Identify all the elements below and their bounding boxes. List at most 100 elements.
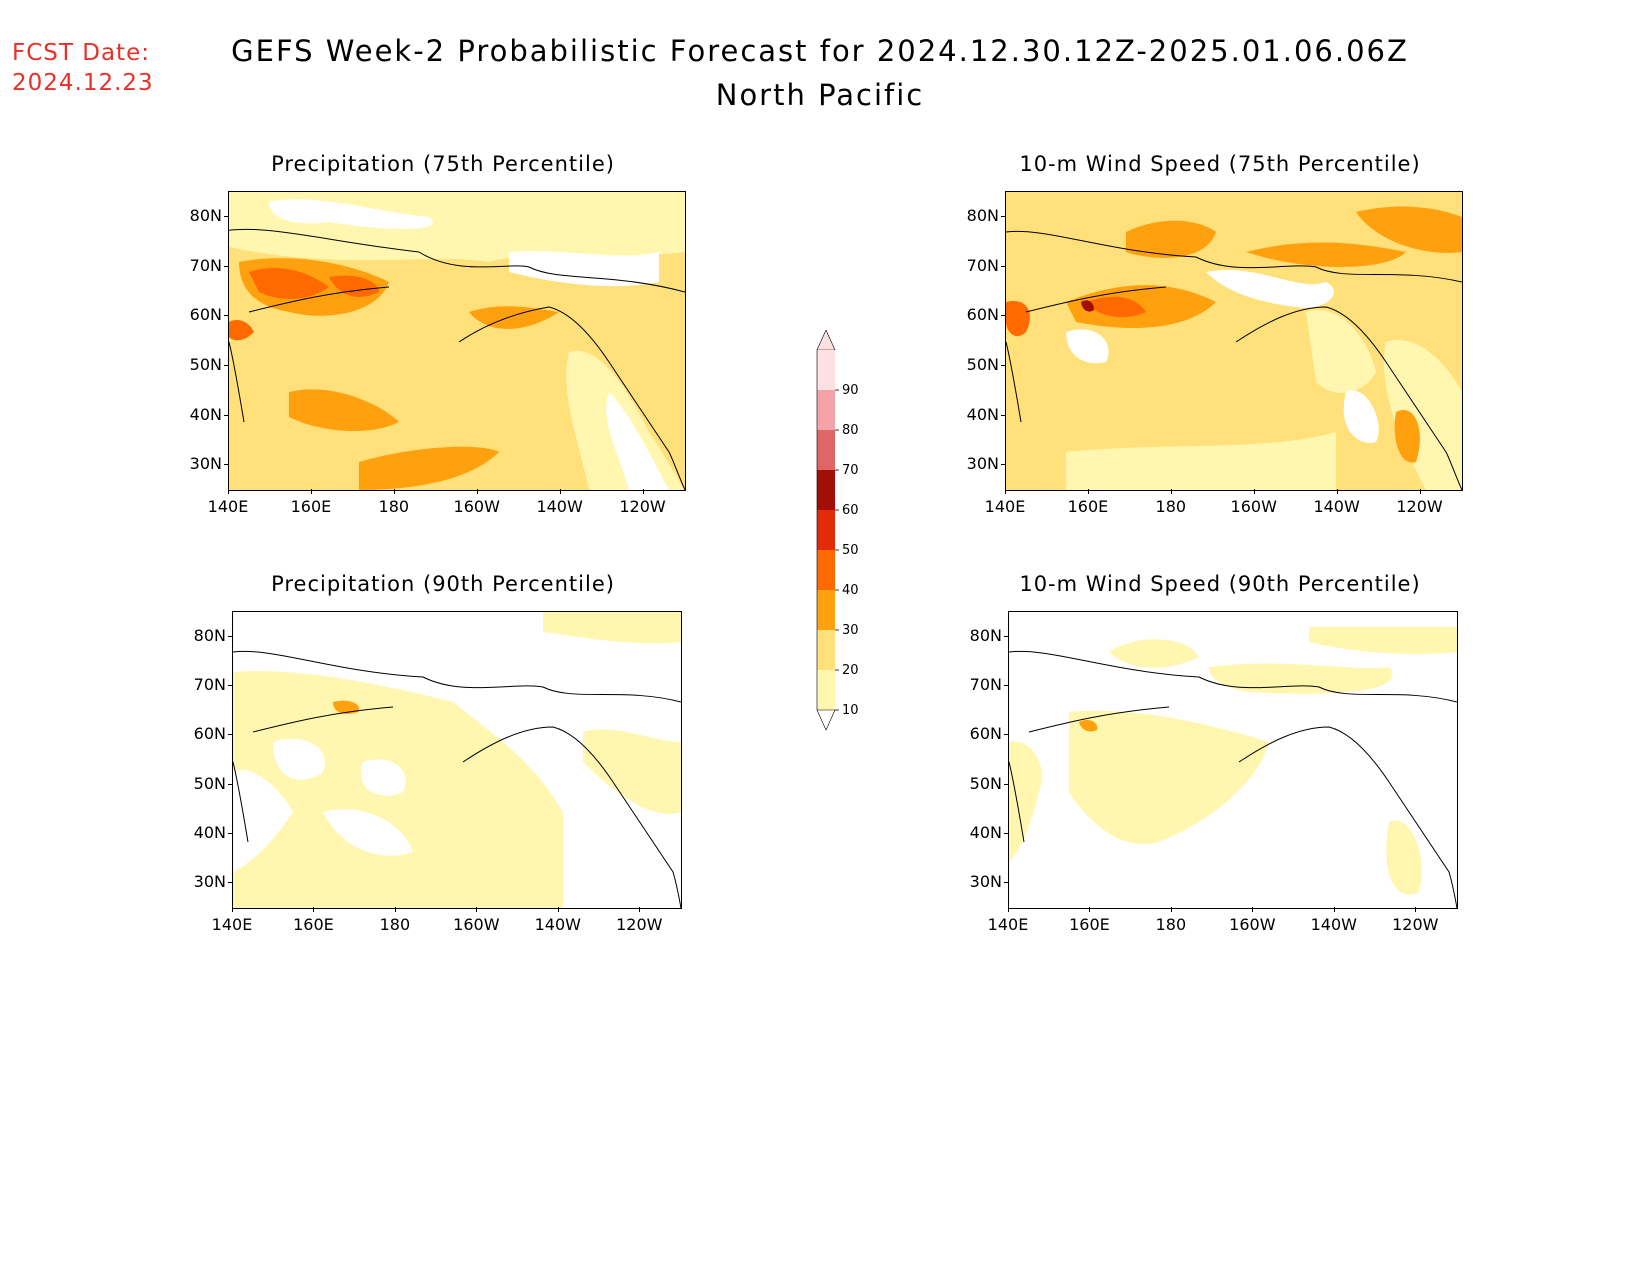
map-canvas: [229, 192, 685, 490]
y-tick-label: 70N: [189, 255, 222, 275]
colorbar-scale: 90 80 70 60 50 40 30 20 10: [816, 329, 859, 731]
y-tick-label: 80N: [193, 625, 226, 645]
colorbar-swatch: [817, 510, 835, 550]
x-tick-mark: [232, 907, 233, 912]
y-tick-label: 40N: [969, 823, 1002, 842]
map-wind-75: [1005, 191, 1463, 491]
y-tick-label: 60N: [966, 305, 999, 325]
y-tick-mark: [1001, 364, 1006, 366]
colorbar-swatch: [817, 430, 835, 470]
y-tick-mark: [228, 635, 233, 637]
x-tick-mark: [1253, 489, 1255, 494]
x-tick-label: 120W: [619, 497, 666, 516]
x-tick-mark: [557, 907, 559, 912]
y-tick-label: 50N: [193, 773, 226, 793]
forecast-date-label: FCST Date: 2024.12.23: [12, 38, 154, 98]
colorbar-top-cap: [816, 329, 836, 351]
y-tick-mark: [224, 315, 229, 317]
x-tick-label: 160W: [453, 497, 500, 516]
forecast-date-value: 2024.12.23: [12, 70, 154, 96]
x-tick-mark: [1170, 907, 1172, 912]
x-tick-mark: [393, 489, 395, 494]
y-tick-mark: [1004, 734, 1009, 736]
y-tick-label: 50N: [189, 354, 222, 374]
y-tick-label: 30N: [969, 872, 1002, 892]
x-tick-mark: [639, 907, 641, 912]
x-tick-label: 160E: [1067, 497, 1109, 516]
x-tick-mark: [1333, 907, 1335, 912]
x-tick-label: 180: [1155, 497, 1187, 516]
x-tick-mark: [476, 489, 478, 494]
colorbar-swatch: [817, 590, 835, 630]
x-tick-label: 140E: [987, 915, 1029, 934]
y-tick-label: 80N: [969, 625, 1002, 645]
colorbar-swatch: [817, 670, 835, 710]
y-tick-label: 70N: [966, 255, 999, 275]
map-precip-75: [228, 191, 686, 491]
x-tick-label: 160W: [1229, 915, 1276, 934]
x-tick-label: 160W: [453, 915, 500, 934]
y-tick-label: 40N: [966, 404, 999, 424]
x-tick-mark: [313, 907, 315, 912]
x-tick-mark: [476, 907, 478, 912]
y-tick-mark: [228, 734, 233, 736]
y-tick-mark: [228, 685, 233, 686]
panel-title: Precipitation (75th Percentile): [271, 152, 615, 176]
y-tick-mark: [1001, 265, 1006, 267]
x-tick-mark: [559, 489, 561, 494]
forecast-date-caption: FCST Date:: [12, 40, 150, 66]
x-tick-mark: [1008, 907, 1009, 912]
panel-title: Precipitation (90th Percentile): [271, 572, 615, 596]
x-tick-label: 180: [379, 915, 411, 934]
x-tick-label: 160E: [1069, 915, 1110, 934]
colorbar-label: 20: [842, 663, 859, 678]
colorbar-swatch: [817, 550, 835, 590]
x-tick-mark: [1419, 489, 1421, 494]
colorbar-label: 50: [842, 543, 859, 558]
y-tick-label: 60N: [193, 724, 226, 744]
y-tick-mark: [1004, 685, 1009, 686]
y-tick-label: 30N: [189, 454, 222, 474]
x-tick-label: 120W: [1392, 915, 1439, 934]
colorbar-label: 80: [842, 423, 859, 438]
y-tick-mark: [1004, 783, 1009, 785]
x-tick-label: 140W: [1310, 915, 1357, 934]
y-tick-label: 60N: [969, 724, 1002, 744]
y-tick-label: 70N: [969, 675, 1002, 694]
x-tick-label: 160E: [293, 915, 334, 934]
x-tick-label: 120W: [1396, 497, 1443, 516]
y-tick-label: 80N: [966, 205, 999, 225]
y-tick-mark: [228, 882, 233, 884]
x-tick-label: 140E: [211, 915, 253, 934]
colorbar-label: 70: [842, 463, 859, 478]
x-tick-mark: [1415, 907, 1417, 912]
y-tick-label: 40N: [193, 823, 226, 842]
map-canvas: [233, 612, 681, 908]
x-tick-label: 140E: [207, 497, 249, 516]
x-tick-label: 160W: [1230, 497, 1277, 516]
colorbar-swatch: [817, 350, 835, 390]
x-tick-mark: [1252, 907, 1254, 912]
y-tick-label: 60N: [189, 305, 222, 325]
colorbar-swatch: [817, 390, 835, 430]
y-tick-label: 50N: [969, 773, 1002, 793]
y-tick-label: 80N: [189, 205, 222, 225]
colorbar: 90 80 70 60 50 40 30 20 10: [805, 329, 865, 754]
colorbar-label: 60: [842, 503, 859, 518]
colorbar-label: 40: [842, 583, 859, 598]
x-tick-mark: [228, 489, 229, 494]
x-tick-mark: [1087, 489, 1089, 494]
y-tick-label: 40N: [189, 404, 222, 424]
y-tick-mark: [224, 215, 229, 217]
x-tick-label: 180: [378, 497, 410, 516]
x-tick-mark: [1170, 489, 1172, 494]
map-wind-90: [1008, 611, 1458, 909]
y-tick-mark: [224, 464, 229, 466]
y-tick-mark: [228, 783, 233, 785]
colorbar-swatch: [817, 630, 835, 670]
y-tick-mark: [1001, 315, 1006, 317]
x-tick-mark: [1005, 489, 1006, 494]
y-tick-label: 30N: [966, 454, 999, 474]
x-tick-mark: [642, 489, 644, 494]
colorbar-label: 30: [842, 623, 859, 638]
